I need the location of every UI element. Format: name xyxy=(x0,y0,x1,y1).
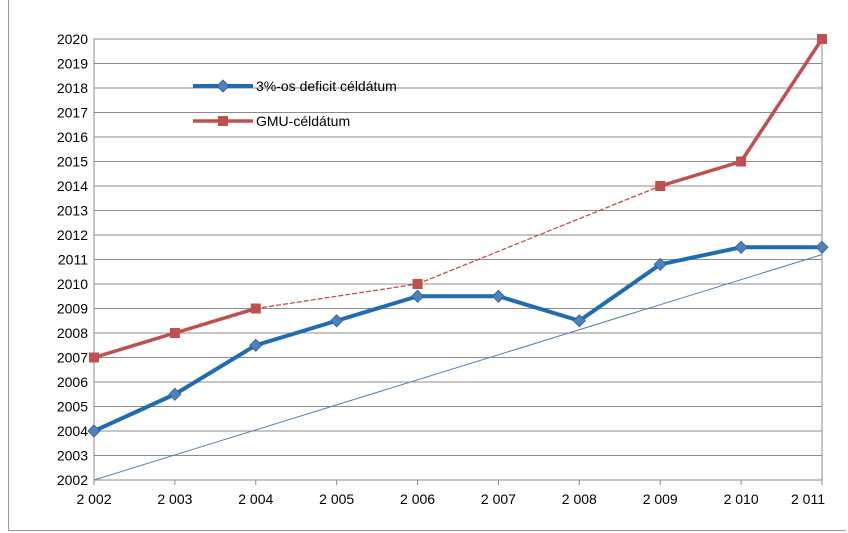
reference-line xyxy=(93,254,823,481)
deficit-point-marker xyxy=(653,257,667,271)
gmu-point-marker xyxy=(169,328,180,338)
y-tick-label: 2016 xyxy=(57,129,88,145)
x-tick-label: 2 009 xyxy=(643,491,678,507)
gmu-point-marker xyxy=(736,156,747,167)
y-tick-label: 2013 xyxy=(57,203,88,219)
gmu-line-segment xyxy=(92,331,177,360)
deficit-point-marker xyxy=(249,338,263,352)
x-tick-label: 2 002 xyxy=(76,491,111,507)
y-tick-label: 2012 xyxy=(57,227,88,243)
gmu-point-marker xyxy=(89,352,99,363)
deficit-line xyxy=(93,245,822,433)
y-tick-label: 2020 xyxy=(57,31,88,47)
y-axis-tick-labels: 2002 2003 2004 2005 2006 2007 2008 2009 2010 2011… xyxy=(57,31,88,488)
x-tick-label: 2 006 xyxy=(400,491,435,507)
y-tick-label: 2014 xyxy=(57,178,88,194)
deficit-point-marker xyxy=(734,240,748,254)
legend-label-gmu: GMU-céldátum xyxy=(256,113,350,129)
x-tick-label: 2 003 xyxy=(157,491,192,507)
deficit-point-marker xyxy=(330,314,344,328)
gmu-point-marker xyxy=(817,34,827,44)
legend-label-deficit: 3%-os deficit céldátum xyxy=(256,78,397,94)
deficit-point-marker xyxy=(815,240,829,254)
gmu-point-marker xyxy=(250,303,261,314)
deficit-point-marker xyxy=(410,289,425,303)
gmu-point-marker xyxy=(412,279,423,289)
x-tick-label: 2 007 xyxy=(481,491,516,507)
x-tick-label: 2 005 xyxy=(319,491,354,507)
x-tick-label: 2 011 xyxy=(791,491,825,507)
gmu-point-marker xyxy=(655,181,666,191)
y-tick-label: 2018 xyxy=(57,80,88,96)
x-tick-label: 2 004 xyxy=(238,491,273,507)
gmu-line-segment xyxy=(739,37,824,164)
chart-area-border xyxy=(8,0,846,531)
gridlines xyxy=(94,63,822,456)
y-tick-label: 2009 xyxy=(57,301,88,317)
deficit-point-marker xyxy=(168,387,182,401)
x-tick-label: 2 010 xyxy=(724,491,759,507)
deficit-point-marker xyxy=(572,314,586,328)
gmu-line-segment xyxy=(173,306,258,335)
series-layer xyxy=(87,34,829,481)
legend-marker-deficit xyxy=(216,79,230,93)
x-tick-label: 2 008 xyxy=(562,491,597,507)
y-tick-label: 2008 xyxy=(57,325,88,341)
y-tick-label: 2011 xyxy=(58,252,88,268)
deficit-point-marker xyxy=(491,289,506,303)
y-tick-label: 2002 xyxy=(57,472,88,488)
y-tick-label: 2004 xyxy=(57,423,88,439)
y-tick-label: 2005 xyxy=(57,399,88,415)
y-tick-label: 2003 xyxy=(57,448,88,464)
y-tick-label: 2017 xyxy=(57,105,88,121)
y-tick-label: 2007 xyxy=(57,350,88,366)
deficit-point-marker xyxy=(87,424,101,438)
y-tick-label: 2015 xyxy=(57,154,88,170)
gmu-line-segment xyxy=(658,159,743,188)
y-tick-label: 2010 xyxy=(57,276,88,292)
x-axis-tick-labels: 2 002 2 003 2 004 2 005 2 006 2 007 2 008 2 009… xyxy=(76,480,825,507)
y-tick-label: 2019 xyxy=(57,56,88,72)
legend: 3%-os deficit céldátum GMU-céldátum xyxy=(193,78,397,129)
gmu-line-dashed-segment xyxy=(255,283,419,310)
y-tick-label: 2006 xyxy=(57,374,88,390)
legend-marker-gmu xyxy=(218,116,228,126)
gmu-line-dashed-segment xyxy=(416,185,661,285)
